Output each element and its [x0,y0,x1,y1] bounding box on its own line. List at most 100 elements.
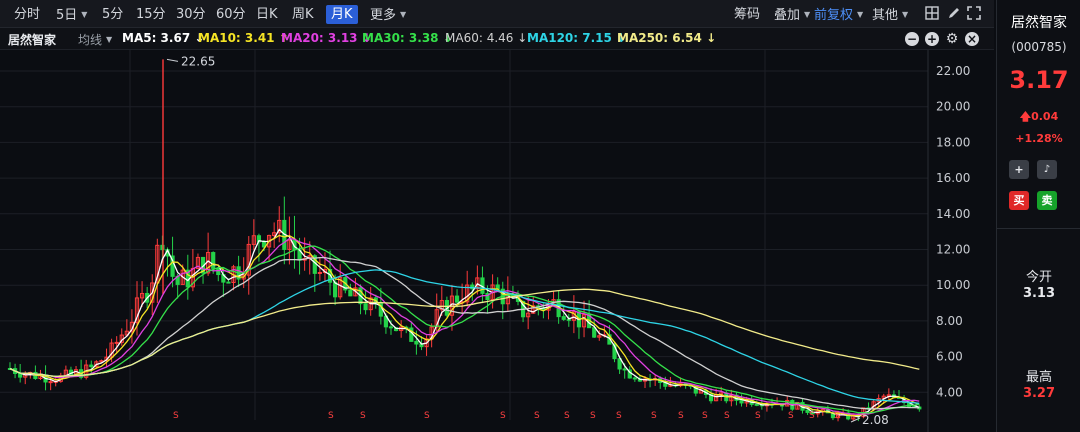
candle-body [216,267,221,276]
ma-line [9,237,920,415]
signal-marker: S [328,411,334,421]
tab-weekly-k[interactable]: 周K [292,7,314,22]
candlestick-chart[interactable]: 22.00 20.00 18.00 16.00 14.00 12.00 10.00 8.00 6… [0,50,994,432]
signal-marker: S [500,411,506,421]
candle-body [454,295,460,303]
buy-button[interactable]: 买 [1009,191,1029,210]
add-indicator-icon[interactable]: + [925,32,939,46]
signal-marker: S [755,411,761,421]
overlay-menu[interactable]: 叠加 ▼ [774,8,811,23]
sell-button[interactable]: 卖 [1037,191,1057,210]
max-pointer [166,58,179,62]
candle-body [424,338,429,348]
signal-marker: S [564,411,570,421]
ma10-value: MA10: 3.41 ↑ [198,31,289,45]
price-change: 🡅0.04 [1019,110,1059,123]
signal-marker: S [590,411,596,421]
candle-body [89,364,94,368]
adjust-menu[interactable]: 前复权 ▼ [814,8,864,23]
grid-layout-icon[interactable] [924,6,940,22]
chips-button[interactable]: 筹码 [734,7,761,22]
candle-body [134,297,140,323]
bell-alert-icon[interactable]: ♪ [1037,160,1057,179]
y-tick-label: 6.00 [936,350,963,364]
y-tick-label: 18.00 [936,135,970,149]
candle-body [139,292,145,299]
tab-60min[interactable]: 60分 [216,7,246,22]
tab-5min[interactable]: 5分 [102,7,124,22]
tab-daily-k[interactable]: 日K [256,7,278,22]
candle-body [170,255,175,277]
max-price-label: 22.65 [181,54,215,68]
last-price: 3.17 [1009,66,1069,94]
candle-body [48,381,53,384]
collapse-icon[interactable]: − [905,32,919,46]
tab-30min[interactable]: 30分 [176,7,206,22]
candle-body [388,326,394,329]
add-watchlist-icon[interactable]: + [1009,160,1029,179]
chevron-down-icon: ▼ [804,10,811,19]
draw-pen-icon[interactable] [946,6,962,22]
settings-gear-icon[interactable]: ⚙ [945,31,959,47]
ma-toggle[interactable]: 均线 ▼ [78,33,113,47]
ma30-value: MA30: 3.38 ↓ [362,31,453,45]
more-menu[interactable]: 更多 ▼ [370,8,407,23]
candle-body [414,340,419,345]
candle-body [333,281,338,298]
tab-15min[interactable]: 15分 [136,7,166,22]
ma-line [9,234,920,417]
candle-body [287,239,292,250]
open-label: 今开 [1025,270,1052,285]
tab-5day[interactable]: 5日 ▼ [56,8,88,23]
ma-legend-bar: 居然智家 均线 ▼ MA5: 3.67 ↓ MA10: 3.41 ↑ MA20: … [0,28,994,50]
candle-body [708,393,714,402]
period-toolbar: 分时 5日 ▼ 5分 15分 30分 60分 日K 周K 月K 更多 ▼ 筹码 叠加… [0,0,994,28]
min-price-label: 2.08 [862,413,889,427]
candle-body [195,256,201,269]
close-icon[interactable]: × [965,32,979,46]
signal-marker: S [809,411,815,421]
candle-body [251,235,256,245]
candle-body [277,219,282,234]
candle-body [485,292,490,301]
stock-name: 居然智家 [1011,15,1067,31]
candle-body [99,360,104,363]
ma-line [9,256,920,410]
signal-marker: S [424,411,430,421]
y-tick-label: 14.00 [936,207,970,221]
candle-body [561,316,566,320]
signal-marker: S [616,411,622,421]
other-menu[interactable]: 其他 ▼ [872,8,909,23]
candle-body [114,341,119,344]
candle-body [622,368,627,371]
signal-marker: S [360,411,366,421]
y-tick-label: 4.00 [936,385,963,399]
candle-body [597,335,602,338]
candle-body [226,281,231,284]
divider [997,228,1080,229]
candle-body [150,282,155,303]
candle-body [317,271,322,274]
candle-body [617,358,622,370]
candle-body [607,334,612,345]
chevron-down-icon: ▼ [857,10,864,19]
candle-body [612,343,617,360]
high-value: 3.27 [1022,386,1056,401]
candle-body [434,309,439,328]
annotations: 22.65 2.08 S S S S S S S S S S S S S S S S S [166,54,889,427]
signal-marker: S [678,411,684,421]
min-pointer [850,417,861,423]
stock-name-label: 居然智家 [8,33,57,47]
y-tick-label: 22.00 [936,64,970,78]
fullscreen-icon[interactable] [966,6,982,22]
ma60-value: MA60: 4.46 ↓ [445,31,528,45]
ma-line [9,228,920,418]
ma5-value: MA5: 3.67 ↓ [122,31,205,45]
y-tick-label: 12.00 [936,243,970,257]
candle-body [739,399,744,404]
tab-intraday[interactable]: 分时 [14,7,41,22]
tab-monthly-k[interactable]: 月K [326,5,358,24]
candle-body [475,277,480,290]
signal-marker: S [651,411,657,421]
signal-marker: S [534,411,540,421]
